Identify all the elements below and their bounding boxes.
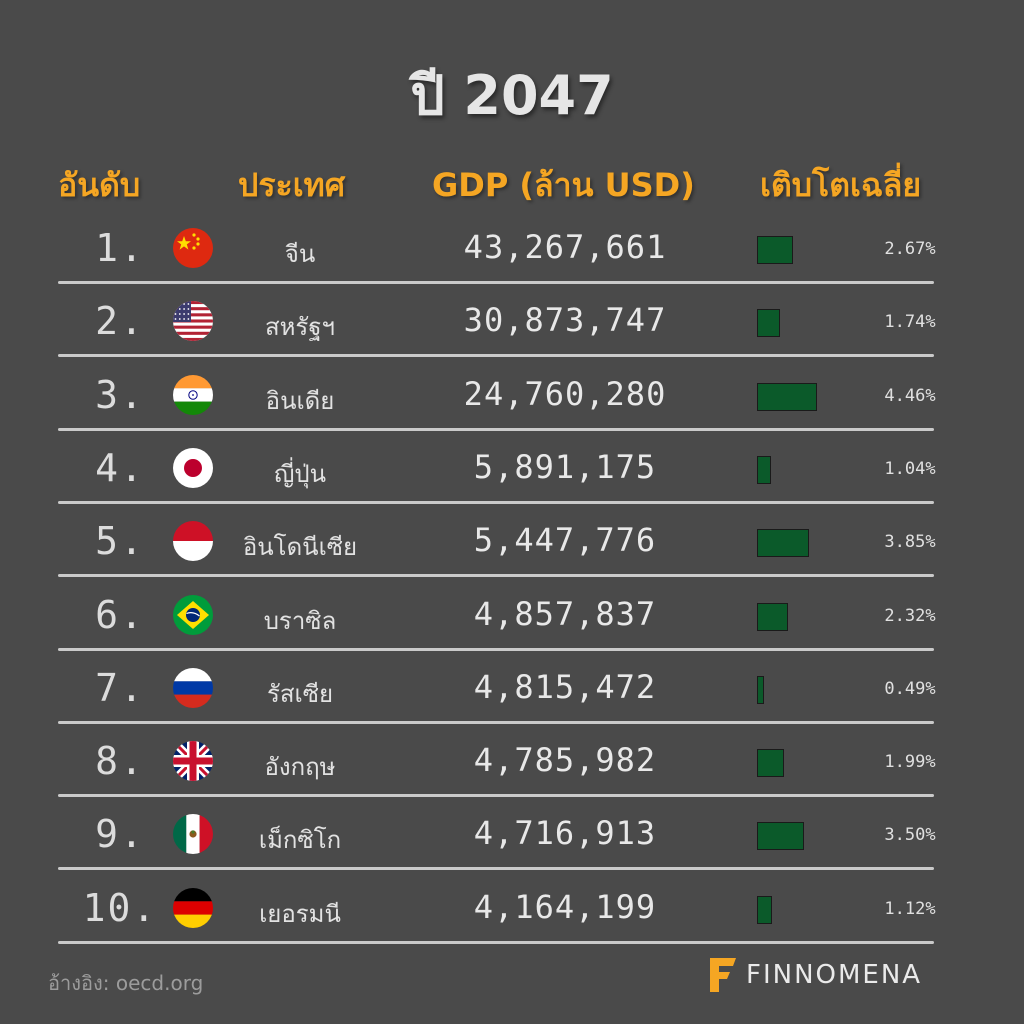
country-name: จีน — [284, 240, 316, 268]
indonesia-flag-icon — [173, 521, 213, 562]
row-divider — [58, 794, 934, 798]
rank-label: 9. — [95, 812, 145, 857]
table-row: 3. อินเดีย 24,760,280 4.46% — [0, 369, 1024, 443]
growth-label: 3.85% — [884, 532, 936, 553]
germany-flag-icon — [173, 887, 213, 928]
header-growth: เติบโตเฉลี่ย — [760, 166, 922, 204]
table-row: 2. สหรัฐฯ 30,873,747 1.74% — [0, 295, 1024, 369]
table-row: 4. ญี่ปุ่น 5,891,175 1.04% — [0, 442, 1024, 516]
growth-bar — [757, 749, 784, 778]
rank-label: 6. — [95, 592, 145, 637]
growth-label: 1.74% — [884, 312, 936, 333]
growth-label: 1.04% — [884, 458, 936, 479]
china-flag-icon — [173, 228, 213, 268]
table-row: 9. เม็กซิโก 4,716,913 3.50% — [0, 808, 1024, 882]
table-row: 1. จีน 43,267,661 2.67% — [0, 222, 1024, 296]
rank-label: 5. — [95, 519, 145, 564]
gdp-value: 4,857,837 — [473, 594, 657, 633]
usa-flag-icon — [173, 301, 213, 342]
header-rank: อันดับ — [58, 166, 141, 204]
country-name: เม็กซิโก — [258, 826, 342, 855]
growth-label: 0.49% — [884, 678, 936, 699]
growth-bar — [757, 822, 805, 851]
growth-bar — [757, 675, 764, 704]
rank-label: 2. — [95, 299, 145, 344]
country-name: ญี่ปุ่น — [273, 459, 327, 488]
row-divider — [58, 574, 934, 578]
country-name: อินเดีย — [265, 386, 335, 415]
russia-flag-icon — [173, 667, 213, 708]
growth-bar — [757, 382, 817, 411]
gdp-value: 5,891,175 — [473, 447, 657, 486]
brand-name: FINNOMENA — [746, 960, 923, 990]
growth-label: 4.46% — [884, 385, 936, 406]
country-name: อังกฤษ — [264, 753, 336, 782]
country-name: บราซิล — [263, 606, 337, 635]
row-divider — [58, 647, 934, 651]
growth-label: 1.99% — [884, 752, 936, 773]
table-row: 5. อินโดนีเซีย 5,447,776 3.85% — [0, 515, 1024, 589]
gdp-value: 24,760,280 — [463, 374, 667, 413]
row-divider — [58, 940, 934, 944]
growth-label: 1.12% — [884, 898, 936, 919]
country-name: รัสเซีย — [266, 679, 334, 708]
rank-label: 4. — [95, 445, 145, 490]
gdp-value: 5,447,776 — [473, 521, 657, 560]
gdp-value: 4,716,913 — [473, 814, 657, 853]
row-divider — [58, 867, 934, 871]
gdp-value: 43,267,661 — [463, 228, 667, 266]
rank-label: 1. — [95, 226, 145, 270]
uk-flag-icon — [173, 741, 213, 782]
row-divider — [58, 500, 934, 504]
gdp-value: 4,815,472 — [473, 667, 657, 706]
table-row: 8. อังกฤษ 4,785,982 1.99% — [0, 735, 1024, 809]
country-name: สหรัฐฯ — [264, 313, 336, 342]
gdp-value: 4,785,982 — [473, 741, 657, 780]
mexico-flag-icon — [173, 814, 213, 855]
india-flag-icon — [173, 374, 213, 415]
country-name: เยอรมนี — [259, 899, 341, 928]
rank-label: 8. — [95, 739, 145, 784]
row-divider — [58, 427, 934, 431]
gdp-value: 30,873,747 — [463, 301, 667, 340]
growth-label: 3.50% — [884, 825, 936, 846]
row-divider — [58, 354, 934, 358]
growth-bar — [757, 455, 771, 484]
growth-bar — [757, 529, 809, 558]
brazil-flag-icon — [173, 594, 213, 635]
rank-label: 7. — [95, 665, 145, 710]
row-divider — [58, 281, 934, 284]
row-divider — [58, 720, 934, 724]
table-row: 6. บราซิล 4,857,837 2.32% — [0, 589, 1024, 663]
growth-bar — [757, 895, 773, 924]
table-row: 10. เยอรมนี 4,164,199 1.12% — [0, 882, 1024, 956]
rank-label: 10. — [82, 885, 158, 930]
growth-bar — [757, 236, 793, 264]
growth-bar — [757, 602, 789, 631]
table-row: 7. รัสเซีย 4,815,472 0.49% — [0, 662, 1024, 736]
growth-bar — [757, 309, 781, 338]
finnomena-logo-icon — [706, 954, 740, 996]
header-country: ประเทศ — [238, 166, 346, 204]
japan-flag-icon — [173, 447, 213, 488]
growth-label: 2.67% — [884, 239, 936, 259]
page-title: ปี 2047 — [410, 64, 614, 127]
header-gdp: GDP (ล้าน USD) — [432, 166, 695, 204]
source-note: อ้างอิง: oecd.org — [48, 971, 204, 995]
gdp-value: 4,164,199 — [473, 887, 657, 926]
rank-label: 3. — [95, 372, 145, 417]
growth-label: 2.32% — [884, 605, 936, 626]
country-name: อินโดนีเซีย — [242, 533, 358, 562]
